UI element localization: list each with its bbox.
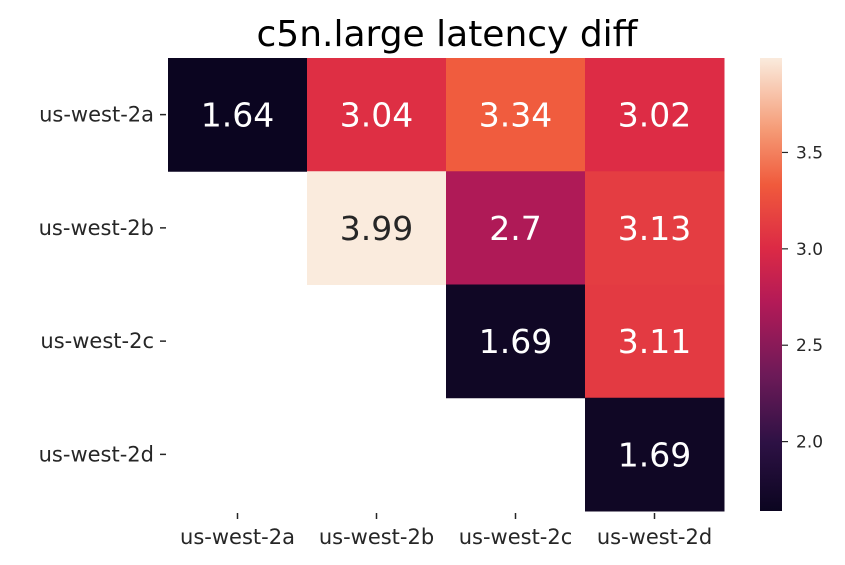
cell-value-label: 2.7 <box>489 209 541 248</box>
x-tick-label: us-west-2b <box>319 525 434 549</box>
cell-value-label: 3.04 <box>340 96 413 135</box>
colorbar-tick-label: 2.5 <box>796 336 823 356</box>
cell-value-label: 3.11 <box>618 322 691 361</box>
y-axis: us-west-2a us-west-2b us-west-2c us-west-2d <box>39 103 166 466</box>
heatmap-cell <box>585 58 725 172</box>
y-tick-label: us-west-2d <box>39 442 154 466</box>
x-axis: us-west-2a us-west-2b us-west-2c us-west-2d <box>180 513 712 549</box>
colorbar-gradient <box>760 58 782 511</box>
heatmap-cell <box>307 58 447 172</box>
cell-value-label: 3.99 <box>340 209 413 248</box>
y-tick-label: us-west-2c <box>40 329 154 353</box>
colorbar-tick-label: 3.5 <box>796 143 823 163</box>
heatmap-cell <box>446 284 586 399</box>
cell-value-label: 1.69 <box>618 435 691 474</box>
heatmap-cell <box>585 171 725 285</box>
cell-value-label: 1.69 <box>479 322 552 361</box>
cell-value-label: 3.13 <box>618 209 691 248</box>
y-tick-label: us-west-2b <box>39 216 154 240</box>
cell-value-label: 3.02 <box>618 96 691 135</box>
heatmap-cell <box>585 284 725 399</box>
cell-value-label: 3.34 <box>479 96 552 135</box>
colorbar-tick-label: 2.0 <box>796 433 823 453</box>
x-tick-label: us-west-2c <box>459 525 573 549</box>
x-tick-label: us-west-2a <box>180 525 295 549</box>
chart-title: c5n.large latency diff <box>257 14 639 55</box>
heatmap-cell <box>446 58 586 172</box>
colorbar: 2.0 2.5 3.0 3.5 <box>760 58 823 511</box>
x-tick-label: us-west-2d <box>597 525 712 549</box>
heatmap-cell <box>168 58 308 172</box>
heatmap-cell-labels: 1.64 3.04 3.34 3.02 3.99 2.7 3.13 1.69 3.11 1.69 <box>201 96 691 475</box>
cell-value-label: 1.64 <box>201 96 274 135</box>
y-tick-label: us-west-2a <box>39 103 154 127</box>
colorbar-ticks: 2.0 2.5 3.0 3.5 <box>782 143 823 453</box>
colorbar-tick-label: 3.0 <box>796 240 823 260</box>
heatmap-cells <box>168 58 725 512</box>
heatmap-cell <box>446 171 586 285</box>
heatmap-cell <box>585 397 725 512</box>
heatmap-cell <box>307 171 447 285</box>
